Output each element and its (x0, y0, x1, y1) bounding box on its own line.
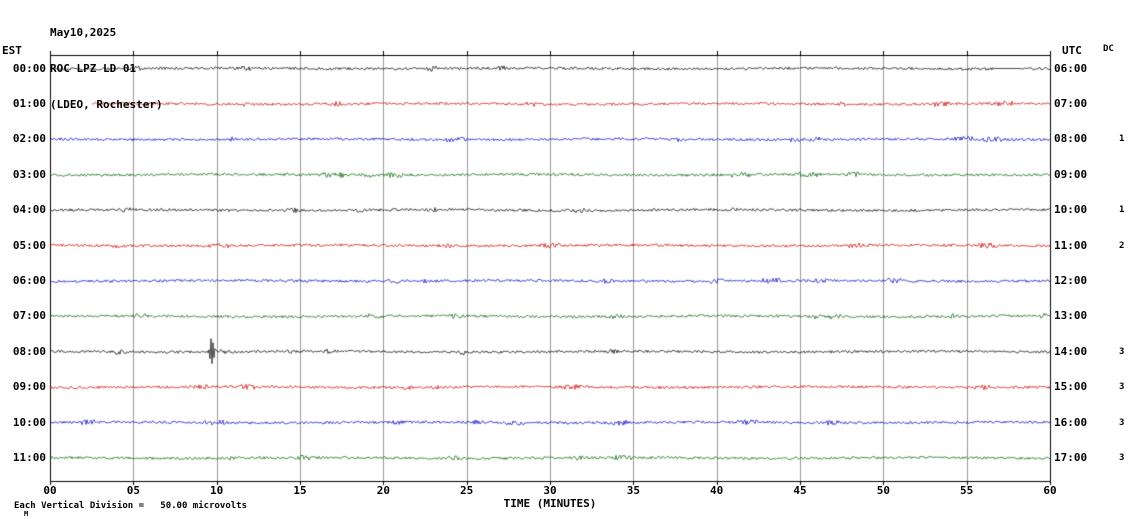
scale-note: Each Vertical Division = 50.00 microvolt… (14, 501, 247, 511)
utc-hour-label: 09:00 (1054, 167, 1088, 181)
utc-hour-label: 08:00 (1054, 132, 1088, 146)
utc-hour-label: 10:00 (1054, 203, 1088, 217)
est-hour-label: 00:00 (12, 61, 46, 75)
est-hour-label: 02:00 (12, 132, 46, 146)
est-hour-label: 08:00 (12, 344, 46, 358)
x-tick-label: 40 (710, 484, 724, 497)
utc-hour-label: 13:00 (1054, 309, 1088, 323)
utc-hour-label: 16:00 (1054, 415, 1088, 429)
dc-column-label: DC (1103, 44, 1114, 54)
x-tick-label: 25 (460, 484, 474, 497)
station-title: ROC LPZ LD 01 (50, 62, 137, 75)
est-hour-label: 01:00 (12, 96, 46, 110)
title-block: May10,2025 ROC LPZ LD 01 (LDEO, Rocheste… (50, 3, 163, 135)
utc-axis-label: UTC (1062, 44, 1082, 57)
est-hour-label: 03:00 (12, 167, 46, 181)
est-hour-label: 09:00 (12, 380, 46, 394)
est-hour-label: 07:00 (12, 309, 46, 323)
x-tick-label: 50 (876, 484, 890, 497)
utc-hour-label: 12:00 (1054, 273, 1088, 287)
x-tick-label: 15 (293, 484, 307, 497)
x-axis-title: TIME (MINUTES) (503, 497, 597, 510)
est-hour-label: 06:00 (12, 273, 46, 287)
corner-mark: M (24, 510, 29, 518)
x-tick-label: 20 (376, 484, 390, 497)
utc-hour-label: 07:00 (1054, 96, 1088, 110)
x-tick-label: 45 (793, 484, 807, 497)
dc-value: 3 (1119, 452, 1125, 463)
x-tick-label: 00 (43, 484, 57, 497)
utc-hour-label: 14:00 (1054, 344, 1088, 358)
utc-hour-label: 17:00 (1054, 450, 1088, 464)
est-hour-label: 04:00 (12, 203, 46, 217)
est-hour-label: 05:00 (12, 238, 46, 252)
x-tick-label: 60 (1043, 484, 1057, 497)
utc-hour-label: 15:00 (1054, 380, 1088, 394)
est-hour-label: 11:00 (12, 450, 46, 464)
network-title: (LDEO, Rochester) (50, 98, 163, 111)
dc-value: 1 (1119, 205, 1125, 216)
dc-value: 2 (1119, 240, 1125, 251)
dc-value: 1 (1119, 134, 1125, 145)
utc-hour-label: 06:00 (1054, 61, 1088, 75)
est-axis-label: EST (2, 44, 22, 57)
utc-hour-label: 11:00 (1054, 238, 1088, 252)
x-tick-label: 05 (126, 484, 140, 497)
x-tick-label: 30 (543, 484, 557, 497)
dc-value: 3 (1119, 417, 1125, 428)
date-title: May10,2025 (50, 26, 117, 39)
dc-value: 3 (1119, 382, 1125, 393)
x-tick-label: 55 (960, 484, 974, 497)
x-tick-label: 35 (626, 484, 640, 497)
dc-value: 3 (1119, 346, 1125, 357)
x-tick-label: 10 (210, 484, 224, 497)
est-hour-label: 10:00 (12, 415, 46, 429)
